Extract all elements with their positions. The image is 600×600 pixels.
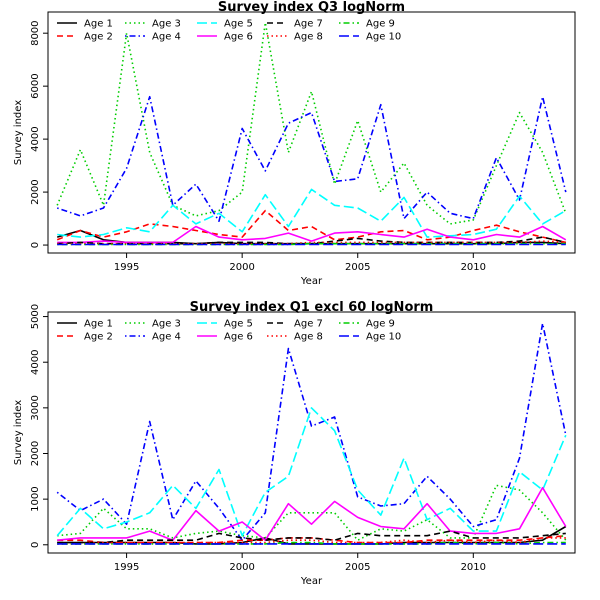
legend-label-age-9: Age 9 bbox=[366, 19, 395, 30]
legend-label-age-10: Age 10 bbox=[366, 332, 401, 343]
legend: Age 1 Age 2 Age 3 Age 4 Age 5 Age 6 Age 7 Age 8… bbox=[57, 319, 401, 343]
x-tick-label: 2005 bbox=[345, 262, 370, 273]
y-tick-label: 2000 bbox=[30, 179, 41, 204]
x-tick-label: 2000 bbox=[229, 262, 254, 273]
legend-label-age-6: Age 6 bbox=[224, 32, 253, 43]
legend-label-age-4: Age 4 bbox=[152, 32, 181, 43]
chart-panel-1: Survey index Q3 logNorm 1995 2000 2005 2010 Y… bbox=[13, 0, 576, 287]
x-tick-label: 2010 bbox=[461, 562, 486, 573]
x-axis: 1995 2000 2005 2010 bbox=[114, 253, 486, 273]
legend-label-age-7: Age 7 bbox=[294, 19, 323, 30]
series-line-age-4 bbox=[56, 95, 567, 222]
chart-title: Survey index Q3 logNorm bbox=[218, 0, 405, 15]
legend-label-age-3: Age 3 bbox=[152, 19, 181, 30]
plot-frame bbox=[47, 311, 576, 554]
x-tick-label: 1995 bbox=[114, 562, 139, 573]
chart-title: Survey index Q1 excl 60 logNorm bbox=[190, 300, 434, 315]
y-axis-label: Survey index bbox=[13, 100, 24, 165]
y-tick-label: 0 bbox=[30, 542, 41, 548]
legend-label-age-4: Age 4 bbox=[152, 332, 181, 343]
x-tick-label: 2000 bbox=[229, 562, 254, 573]
series-line-age-6 bbox=[57, 225, 567, 244]
series-lines bbox=[56, 322, 567, 545]
y-axis-label: Survey index bbox=[13, 400, 24, 465]
legend-label-age-5: Age 5 bbox=[224, 19, 253, 30]
legend-label-age-6: Age 6 bbox=[224, 332, 253, 343]
legend-label-age-10: Age 10 bbox=[366, 32, 401, 43]
y-tick-label: 2000 bbox=[30, 441, 41, 466]
y-axis: 0 2000 4000 6000 8000 bbox=[30, 20, 48, 248]
plot-frame bbox=[47, 11, 576, 254]
legend-label-age-9: Age 9 bbox=[366, 319, 395, 330]
legend-label-age-2: Age 2 bbox=[84, 32, 113, 43]
series-line-age-3 bbox=[57, 484, 567, 542]
series-lines bbox=[56, 21, 567, 246]
series-line-age-5 bbox=[57, 188, 567, 238]
y-tick-label: 4000 bbox=[30, 126, 41, 151]
y-axis: 0 1000 2000 3000 4000 5000 bbox=[30, 304, 48, 548]
x-axis-label: Year bbox=[300, 276, 323, 287]
series-line-age-8 bbox=[57, 240, 566, 245]
series-line-age-5 bbox=[56, 407, 567, 537]
legend-label-age-3: Age 3 bbox=[152, 319, 181, 330]
legend-label-age-1: Age 1 bbox=[84, 19, 113, 30]
chart-panel-2: Survey index Q1 excl 60 logNorm 1995 2000 2… bbox=[13, 300, 576, 587]
x-axis: 1995 2000 2005 2010 bbox=[114, 553, 486, 573]
x-tick-label: 1995 bbox=[114, 262, 139, 273]
series-line-age-2 bbox=[56, 209, 566, 244]
x-tick-label: 2005 bbox=[345, 562, 370, 573]
y-tick-label: 4000 bbox=[30, 349, 41, 374]
legend-label-age-1: Age 1 bbox=[84, 319, 113, 330]
series-line-age-3 bbox=[56, 21, 567, 225]
series-line-age-4 bbox=[56, 322, 567, 542]
y-tick-label: 6000 bbox=[30, 73, 41, 98]
legend: Age 1 Age 2 Age 3 Age 4 Age 5 Age 6 Age 7 Age 8… bbox=[57, 19, 401, 43]
y-tick-label: 8000 bbox=[30, 20, 41, 45]
legend-label-age-7: Age 7 bbox=[294, 319, 323, 330]
y-tick-label: 0 bbox=[30, 242, 41, 248]
y-tick-label: 5000 bbox=[30, 304, 41, 329]
legend-label-age-8: Age 8 bbox=[294, 32, 323, 43]
legend-label-age-8: Age 8 bbox=[294, 332, 323, 343]
x-tick-label: 2010 bbox=[461, 262, 486, 273]
series-line-age-2 bbox=[57, 534, 566, 544]
legend-label-age-2: Age 2 bbox=[84, 332, 113, 343]
series-line-age-6 bbox=[57, 486, 567, 542]
series-line-age-7 bbox=[57, 530, 566, 544]
x-axis-label: Year bbox=[300, 576, 323, 587]
legend-label-age-5: Age 5 bbox=[224, 319, 253, 330]
y-tick-label: 3000 bbox=[30, 395, 41, 420]
y-tick-label: 1000 bbox=[30, 486, 41, 511]
